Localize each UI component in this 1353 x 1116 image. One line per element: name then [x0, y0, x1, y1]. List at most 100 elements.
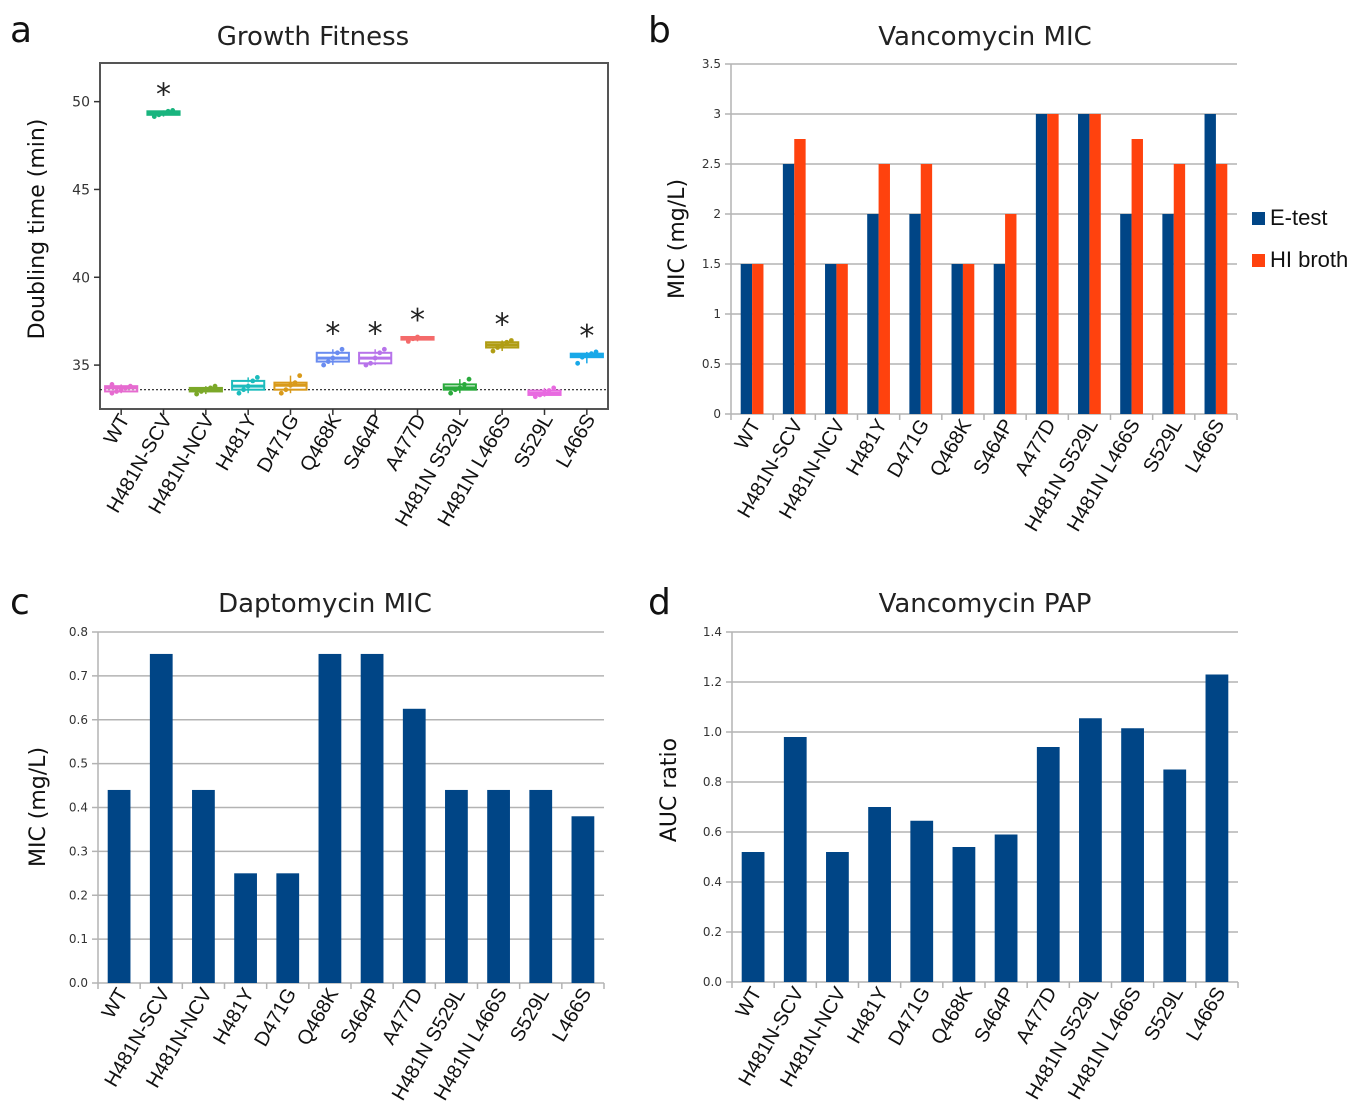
bar-d-value-wt — [741, 852, 765, 982]
bar-c-value-l466s — [571, 816, 595, 983]
data-point-h481y — [236, 390, 242, 396]
tick-label-y-c: 0.4 — [69, 801, 88, 815]
data-point-d471g — [283, 387, 289, 393]
data-point-h481n-s529l — [462, 382, 467, 387]
data-point-h481n-ncv — [203, 387, 209, 393]
data-point-h481n-s529l — [466, 376, 472, 382]
data-point-d471g — [288, 382, 293, 388]
data-point-h481n-scv — [165, 108, 171, 114]
tick-label-y-b: 1.5 — [702, 257, 721, 271]
bar-b-e-test-h481n-scv — [782, 164, 795, 414]
data-point-l466s — [575, 360, 581, 366]
tick-label-y-b: 0.5 — [702, 357, 721, 371]
bar-b-e-test-d471g — [909, 214, 921, 414]
bar-b-e-test-h481y — [867, 214, 879, 414]
data-point-q468k — [330, 355, 336, 361]
data-point-s464p — [381, 346, 387, 352]
bar-c-value-h481y — [234, 873, 257, 983]
bar-b-hi-broth-h481n-ncv — [836, 264, 848, 414]
bar-d-value-h481n-s529l — [1079, 718, 1102, 982]
data-point-q468k — [325, 359, 331, 364]
data-point-wt — [109, 382, 115, 387]
tick-label-x-a-q468k: Q468K — [296, 410, 347, 475]
tick-label-y-d: 0.4 — [703, 875, 722, 889]
data-point-d471g — [278, 390, 284, 396]
tick-label-x-a-d471g: D471G — [253, 411, 304, 477]
panel-vancomycin-pap: d Vancomycin PAP 0.0 0.2 0.4 0.6 0.8 1.0 1.2 1.… — [648, 582, 1239, 1103]
data-point-wt — [123, 385, 129, 391]
tick-label-x-d-l466s: L466S — [1182, 984, 1230, 1045]
box-s464p — [358, 346, 393, 368]
bar-c-value-h481n-ncv — [192, 789, 215, 983]
box-s529l — [527, 385, 562, 400]
data-point-l466s — [579, 354, 585, 360]
bar-c-value-q468k — [318, 653, 342, 983]
tick-label-y-d: 0.6 — [703, 825, 722, 839]
data-point-h481n-l466s — [504, 339, 510, 345]
data-point-h481n-ncv — [198, 389, 204, 394]
data-point-s464p — [368, 360, 373, 366]
chart-title-c: Daptomycin MIC — [218, 589, 432, 619]
box-wt — [104, 382, 139, 396]
bar-b-hi-broth-h481n-scv — [794, 139, 806, 414]
box-a477d — [400, 334, 435, 344]
bar-c-value-h481n-l466s — [487, 789, 510, 983]
bar-b-hi-broth-l466s — [1215, 164, 1228, 414]
tick-label-y-c: 0.6 — [69, 713, 88, 727]
axis-label-y-c: MIC (mg/L) — [26, 747, 51, 867]
bar-c-value-h481n-scv — [149, 653, 173, 983]
bar-d-value-d471g — [910, 820, 934, 982]
data-point-s464p — [363, 362, 369, 368]
tick-label-y-a: 35 — [72, 358, 90, 374]
bar-d-value-h481y — [868, 807, 891, 982]
bar-c-value-a477d — [402, 708, 426, 983]
bar-b-e-test-h481n-ncv — [825, 264, 837, 414]
tick-label-y-c: 0.5 — [69, 757, 88, 771]
tick-label-y-b: 2.5 — [702, 157, 721, 171]
axis-label-y-d: AUC ratio — [657, 738, 682, 842]
panel-letter-b: b — [648, 10, 671, 51]
plot-frame-a — [99, 62, 609, 410]
tick-label-y-a: 45 — [72, 182, 90, 198]
tick-label-x-b-d471g: D471G — [883, 416, 934, 482]
tick-label-y-b: 3 — [713, 107, 721, 121]
tick-label-y-c: 0.8 — [69, 625, 88, 639]
panel-letter-c: c — [10, 582, 30, 623]
bar-b-e-test-h481n-s529l — [1078, 114, 1090, 414]
data-point-h481n-scv — [170, 108, 176, 113]
tick-label-y-d: 1.2 — [703, 675, 722, 689]
data-point-h481y — [245, 383, 251, 389]
data-point-s464p — [372, 355, 378, 361]
bar-b-hi-broth-s529l — [1173, 164, 1186, 414]
tick-label-x-b-wt: WT — [731, 416, 766, 454]
bar-b-hi-broth-wt — [752, 264, 764, 414]
legend-label-e-test: E-test — [1270, 205, 1327, 230]
tick-label-y-b: 3.5 — [702, 57, 721, 71]
bar-d-value-h481n-ncv — [826, 852, 849, 982]
bar-c-value-s464p — [360, 653, 384, 983]
bar-b-hi-broth-d471g — [920, 164, 933, 414]
tick-label-x-b-q468k: Q468K — [926, 415, 977, 480]
tick-label-y-c: 0.3 — [69, 844, 88, 858]
data-point-h481n-s529l — [452, 387, 458, 393]
tick-label-x-b-s529l: S529L — [1139, 416, 1187, 477]
data-point-h481n-s529l — [457, 385, 463, 391]
data-point-wt — [109, 390, 115, 396]
data-point-h481n-scv — [156, 112, 162, 118]
data-point-wt — [114, 389, 119, 394]
tick-label-y-a: 40 — [72, 270, 90, 286]
panel-letter-a: a — [10, 10, 32, 51]
bar-b-hi-broth-q468k — [962, 264, 975, 414]
axis-label-y-a: Doubling time (min) — [25, 119, 50, 340]
bar-b-hi-broth-h481y — [878, 164, 890, 414]
tick-label-y-c: 0.0 — [69, 976, 88, 990]
data-point-wt — [118, 387, 124, 393]
data-point-a477d — [405, 338, 411, 344]
tick-label-y-c: 0.1 — [69, 932, 88, 946]
data-point-h481n-scv — [161, 110, 166, 116]
bar-c-value-h481n-s529l — [445, 789, 468, 983]
chart-title-d: Vancomycin PAP — [879, 589, 1092, 619]
tick-label-y-d: 0.2 — [703, 925, 722, 939]
significance-star-h481n-scv: * — [156, 77, 171, 112]
